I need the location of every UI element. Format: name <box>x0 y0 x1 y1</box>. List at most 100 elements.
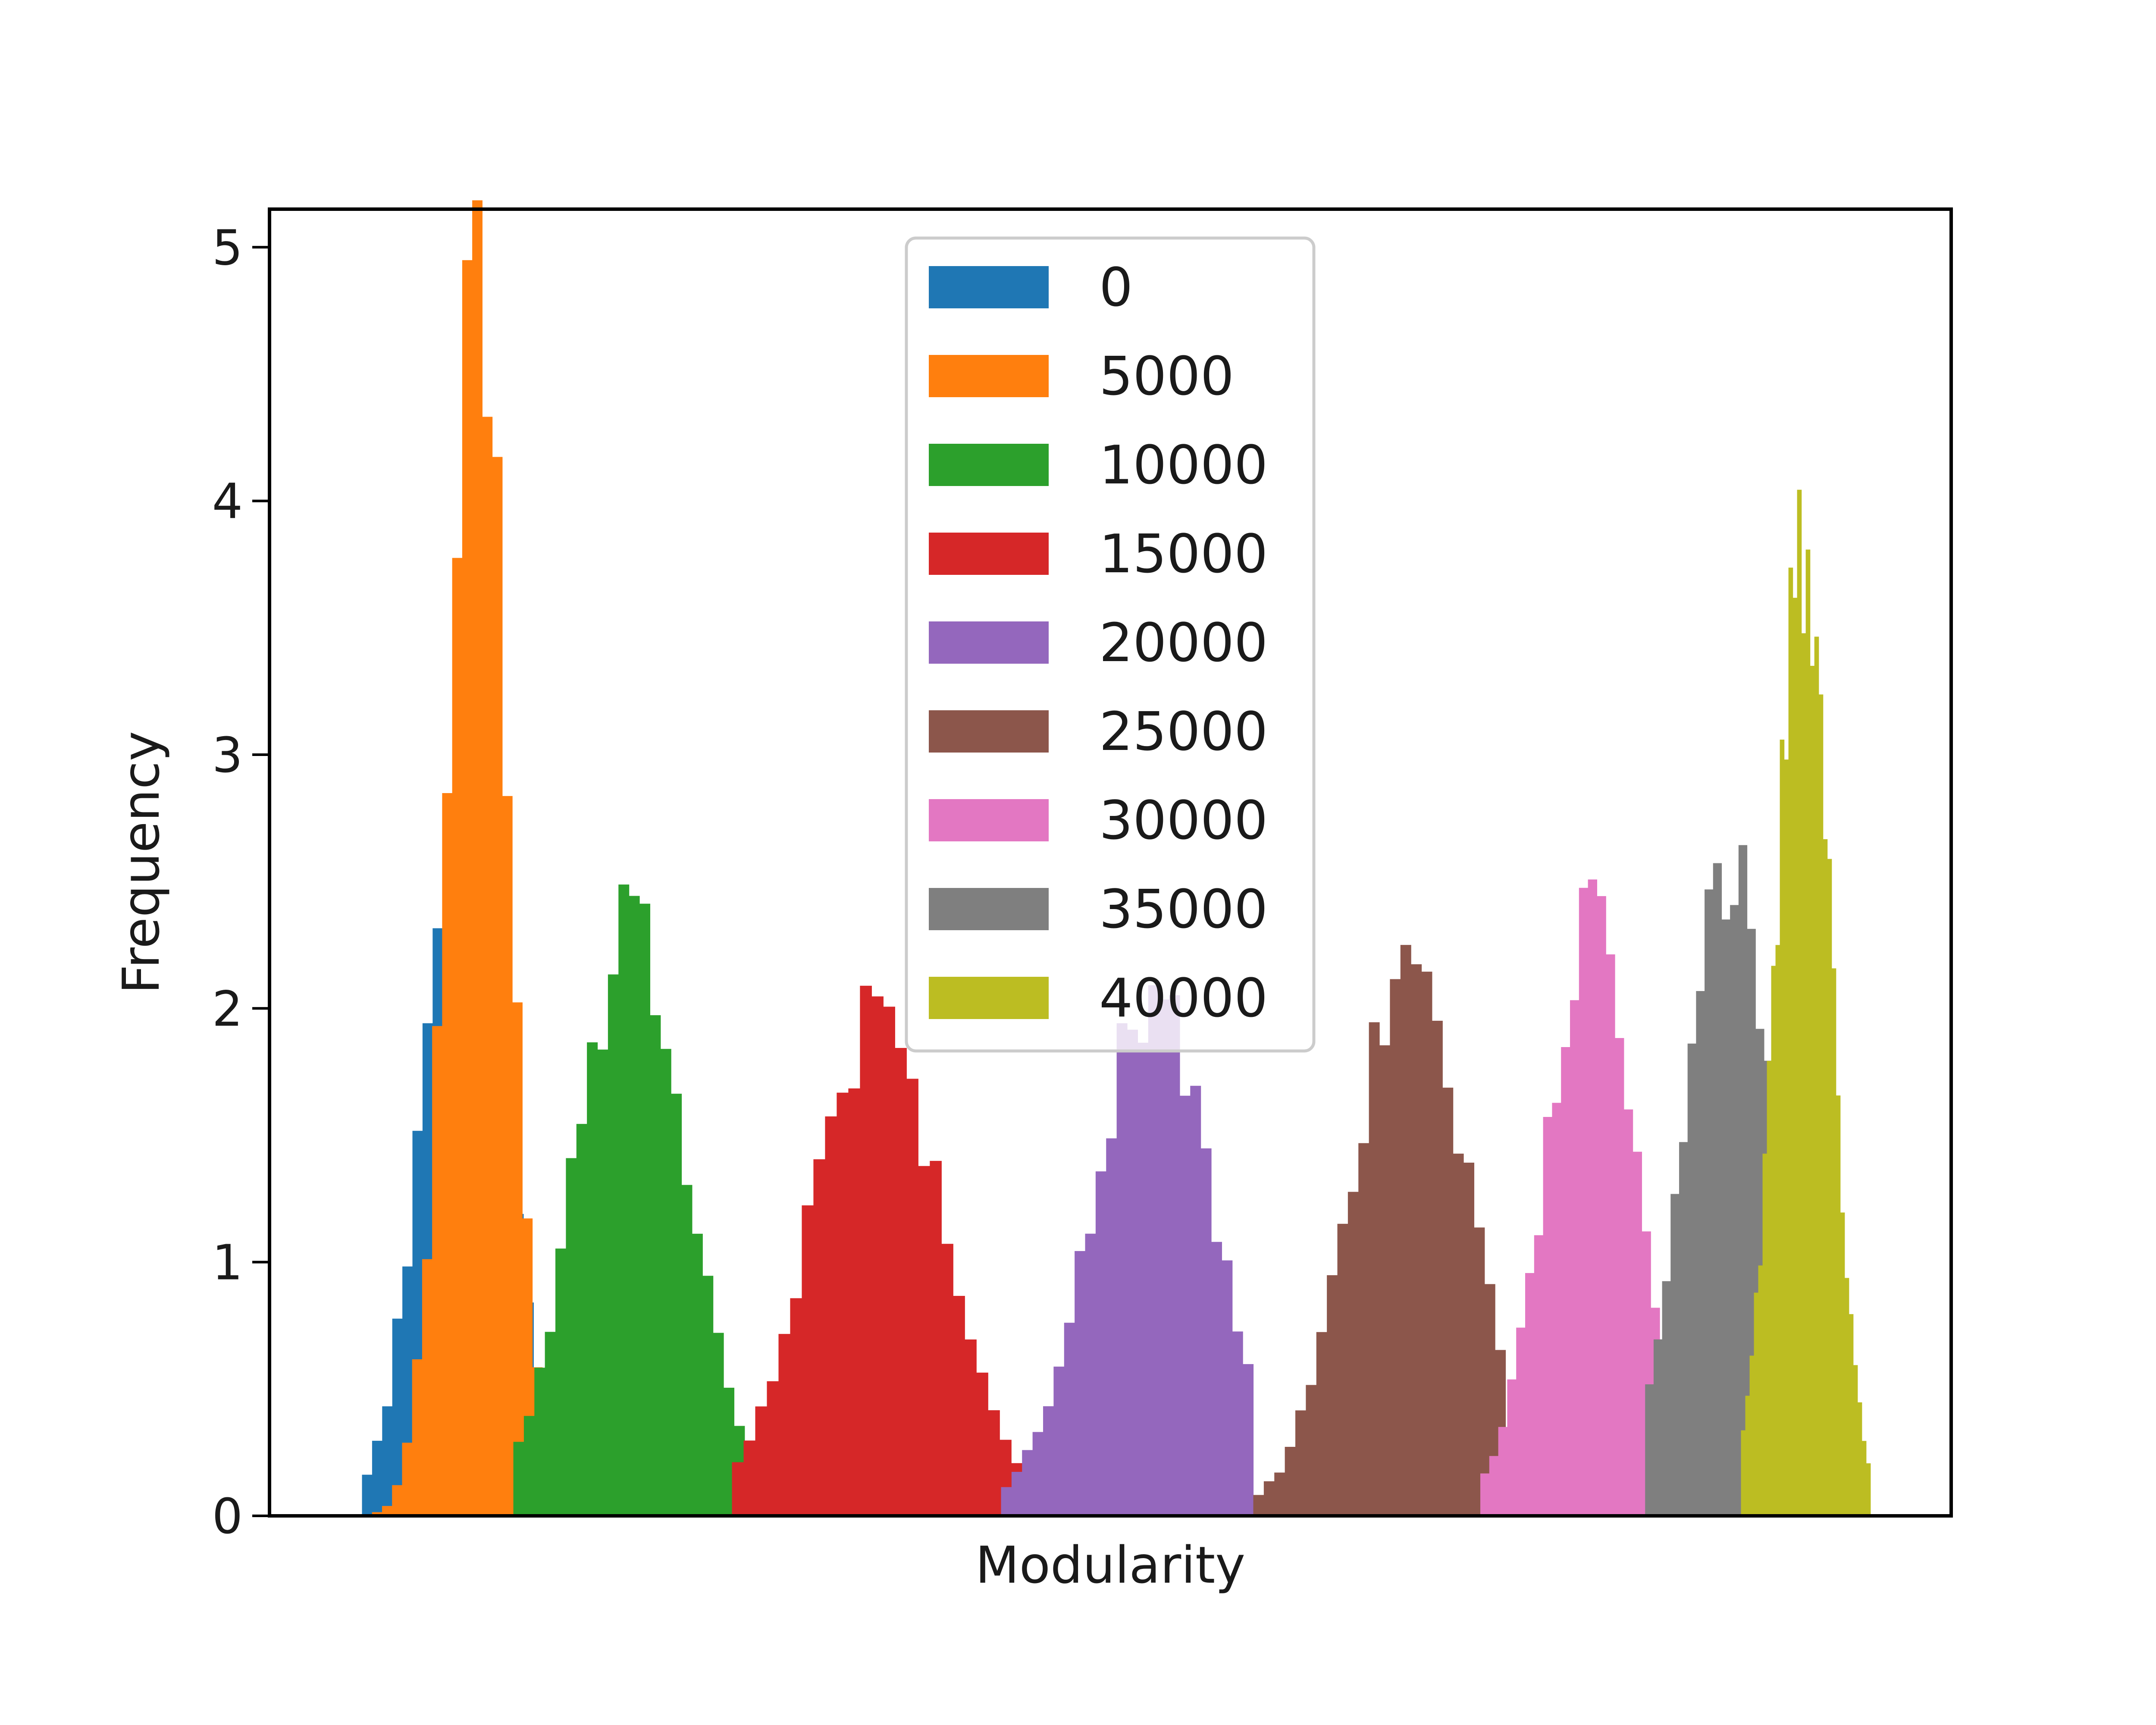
bar-15000-2 <box>755 1406 768 1516</box>
bar-10000-10 <box>618 884 630 1516</box>
bar-30000-0 <box>1480 1473 1490 1516</box>
bar-10000-2 <box>534 1367 545 1516</box>
bar-25000-0 <box>1253 1495 1264 1516</box>
bar-5000-12 <box>482 417 493 1516</box>
bar-25000-15 <box>1411 964 1422 1516</box>
bar-15000-6 <box>802 1205 814 1516</box>
series-30000 <box>1480 879 1696 1516</box>
bar-25000-19 <box>1453 1154 1464 1516</box>
bar-20000-16 <box>1169 995 1180 1516</box>
bar-30000-12 <box>1588 879 1597 1516</box>
bar-20000-11 <box>1116 1023 1128 1516</box>
bar-5000-3 <box>392 1485 403 1516</box>
bar-35000-3 <box>1670 1194 1680 1516</box>
bar-5000-8 <box>442 793 453 1516</box>
legend-swatch-30000 <box>929 799 1049 841</box>
bar-35000-7 <box>1705 889 1714 1516</box>
bar-20000-10 <box>1106 1138 1117 1516</box>
bar-25000-8 <box>1337 1223 1348 1516</box>
bar-30000-6 <box>1534 1235 1544 1516</box>
bar-25000-12 <box>1379 1045 1390 1516</box>
bar-20000-23 <box>1243 1364 1254 1516</box>
bar-25000-6 <box>1316 1332 1327 1516</box>
bar-20000-17 <box>1179 1095 1191 1516</box>
bar-25000-10 <box>1358 1143 1369 1516</box>
bar-15000-14 <box>895 1048 907 1516</box>
bar-30000-15 <box>1615 1038 1624 1516</box>
bar-5000-2 <box>382 1506 392 1516</box>
y-axis-label: Frequency <box>111 731 171 994</box>
bar-40000-18 <box>1818 694 1824 1516</box>
bar-40000-13 <box>1797 489 1802 1516</box>
bar-20000-1 <box>1011 1471 1022 1516</box>
bar-5000-1 <box>372 1512 382 1516</box>
bar-35000-1 <box>1653 1339 1663 1516</box>
bar-20000-22 <box>1232 1331 1243 1516</box>
bar-40000-28 <box>1861 1441 1867 1516</box>
bar-20000-18 <box>1190 1085 1201 1516</box>
bar-30000-2 <box>1498 1427 1507 1516</box>
bar-25000-2 <box>1274 1472 1285 1516</box>
bar-5000-10 <box>462 260 473 1516</box>
bar-5000-6 <box>422 1259 432 1516</box>
bar-10000-14 <box>660 1049 671 1516</box>
bar-40000-0 <box>1741 1430 1746 1516</box>
bar-35000-0 <box>1645 1384 1654 1516</box>
series-40000 <box>1741 489 1871 1516</box>
bar-40000-17 <box>1814 637 1819 1516</box>
y-axis-ticks: 0 1 2 3 4 5 <box>212 220 270 1545</box>
bar-40000-7 <box>1771 966 1776 1516</box>
bar-0-3 <box>392 1318 403 1516</box>
series-10000 <box>513 884 766 1516</box>
series-5000 <box>362 200 603 1516</box>
y-tick-label-4: 4 <box>212 474 243 530</box>
y-tick-label-2: 2 <box>212 981 243 1037</box>
bar-0-0 <box>362 1474 373 1516</box>
plot-frame <box>268 207 1953 1518</box>
bar-25000-16 <box>1421 972 1432 1516</box>
bar-20000-2 <box>1022 1450 1033 1516</box>
legend: 0 5000 10000 15000 20000 25000 30000 35000 40000 <box>905 236 1316 1053</box>
legend-swatch-5000 <box>929 355 1049 397</box>
bar-20000-12 <box>1127 1029 1138 1516</box>
bar-40000-19 <box>1823 839 1828 1516</box>
bar-20000-21 <box>1222 1260 1233 1516</box>
bar-40000-26 <box>1853 1365 1858 1516</box>
legend-label-20000: 20000 <box>1099 612 1268 674</box>
bar-10000-0 <box>513 1442 524 1516</box>
bar-40000-1 <box>1745 1396 1750 1516</box>
bar-10000-12 <box>639 903 650 1516</box>
bar-15000-9 <box>837 1092 849 1516</box>
bar-25000-21 <box>1474 1227 1485 1516</box>
bar-0-1 <box>372 1440 382 1516</box>
bar-25000-7 <box>1327 1275 1338 1516</box>
y-tick-label-5: 5 <box>212 220 243 276</box>
legend-label-25000: 25000 <box>1099 701 1268 763</box>
bar-35000-5 <box>1687 1043 1696 1516</box>
bar-30000-7 <box>1543 1117 1552 1516</box>
series-20000 <box>1001 985 1254 1516</box>
bar-35000-6 <box>1696 991 1705 1516</box>
bar-30000-11 <box>1579 888 1589 1516</box>
bar-20000-7 <box>1075 1251 1086 1516</box>
bar-25000-4 <box>1295 1410 1306 1516</box>
bar-10000-13 <box>650 1015 661 1516</box>
bar-25000-11 <box>1369 1022 1380 1516</box>
legend-label-5000: 5000 <box>1099 346 1234 408</box>
bar-30000-5 <box>1525 1273 1535 1516</box>
bar-30000-10 <box>1570 1000 1579 1516</box>
bar-15000-21 <box>976 1372 988 1516</box>
bar-15000-5 <box>790 1298 802 1516</box>
bar-15000-18 <box>941 1244 953 1516</box>
x-axis-label: Modularity <box>975 1535 1245 1595</box>
legend-label-15000: 15000 <box>1099 524 1268 585</box>
bar-40000-27 <box>1857 1402 1862 1516</box>
bar-25000-17 <box>1432 1020 1443 1516</box>
legend-label-10000: 10000 <box>1099 435 1268 496</box>
bar-15000-10 <box>848 1088 860 1516</box>
bar-15000-16 <box>918 1166 930 1516</box>
bar-30000-17 <box>1633 1151 1642 1516</box>
legend-label-0: 0 <box>1099 257 1133 319</box>
bar-20000-14 <box>1148 985 1159 1516</box>
bar-10000-19 <box>713 1333 724 1516</box>
